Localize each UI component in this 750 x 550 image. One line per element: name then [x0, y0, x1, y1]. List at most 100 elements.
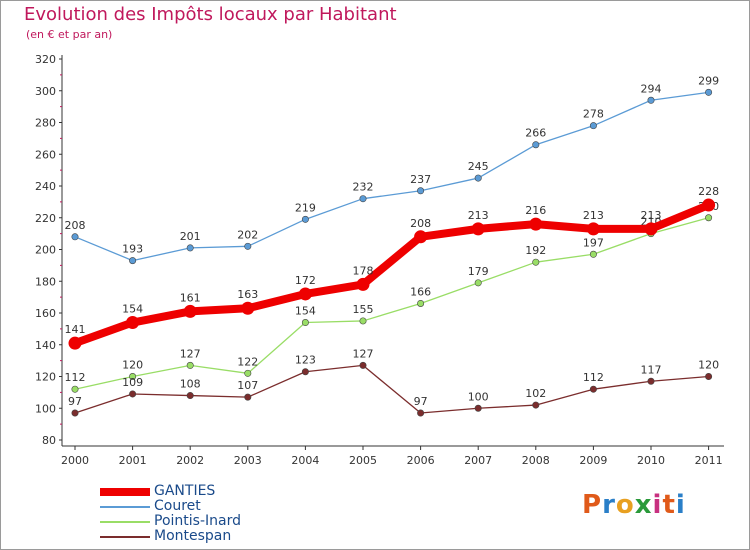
y-tick-label: 300	[35, 85, 56, 98]
data-point-couret	[589, 122, 597, 130]
data-point-montespan	[186, 392, 194, 400]
data-label-ganties: 213	[641, 209, 662, 222]
data-point-montespan	[129, 390, 137, 398]
data-point-couret	[359, 195, 367, 203]
chart-title: Evolution des Impôts locaux par Habitant	[24, 4, 397, 25]
data-point-ganties	[586, 222, 600, 236]
data-label-montespan: 127	[353, 347, 374, 360]
legend-swatch-couret	[100, 506, 150, 508]
data-label-couret: 232	[353, 181, 374, 194]
data-label-couret: 266	[525, 127, 546, 140]
data-label-montespan: 97	[68, 395, 82, 408]
legend-label-ganties: GANTIES	[154, 483, 216, 499]
data-label-pointis-inard: 154	[295, 305, 316, 318]
data-point-montespan	[359, 361, 367, 369]
data-point-couret	[129, 257, 137, 265]
data-point-montespan	[244, 393, 252, 401]
data-label-couret: 219	[295, 201, 316, 214]
data-point-ganties	[414, 230, 428, 244]
series-line-ganties	[71, 201, 713, 348]
legend-item-ganties: GANTIES	[100, 483, 300, 500]
data-label-pointis-inard: 166	[410, 285, 431, 298]
x-tick-label: 2007	[464, 454, 492, 467]
data-label-ganties: 163	[237, 288, 258, 301]
data-point-pointis-inard	[474, 279, 482, 287]
data-point-ganties	[68, 336, 82, 350]
data-label-pointis-inard: 120	[122, 359, 143, 372]
logo-letter: o	[615, 490, 635, 520]
data-label-montespan: 100	[468, 390, 489, 403]
data-label-couret: 299	[698, 74, 719, 87]
y-tick-label: 280	[35, 117, 56, 130]
x-tick-label: 2009	[579, 454, 607, 467]
data-point-couret	[474, 174, 482, 182]
data-point-pointis-inard	[705, 214, 713, 222]
x-tick-label: 2003	[234, 454, 262, 467]
logo-letter: P	[582, 490, 603, 520]
legend-swatch-pointis-inard	[100, 521, 150, 523]
data-label-couret: 237	[410, 173, 431, 186]
data-label-couret: 278	[583, 108, 604, 121]
data-label-ganties: 141	[65, 323, 86, 336]
data-label-couret: 202	[237, 228, 258, 241]
data-point-pointis-inard	[186, 361, 194, 369]
data-label-ganties: 161	[180, 291, 201, 304]
data-point-ganties	[702, 198, 716, 212]
data-point-montespan	[301, 368, 309, 376]
y-tick-label: 220	[35, 212, 56, 225]
y-tick-label: 140	[35, 339, 56, 352]
data-label-montespan: 112	[583, 371, 604, 384]
data-label-montespan: 97	[414, 395, 428, 408]
data-label-ganties: 154	[122, 303, 143, 316]
series-line-montespan	[74, 364, 710, 414]
data-label-couret: 201	[180, 230, 201, 243]
data-label-ganties: 216	[525, 204, 546, 217]
data-label-montespan: 102	[525, 387, 546, 400]
x-tick-label: 2010	[637, 454, 665, 467]
x-tick-label: 2006	[407, 454, 435, 467]
series-line-pointis-inard	[74, 217, 710, 390]
legend-label-couret: Couret	[154, 498, 201, 514]
data-label-montespan: 107	[237, 379, 258, 392]
data-point-couret	[186, 244, 194, 252]
x-tick-label: 2008	[522, 454, 550, 467]
y-tick-label: 100	[35, 402, 56, 415]
data-label-pointis-inard: 197	[583, 236, 604, 249]
data-point-pointis-inard	[244, 369, 252, 377]
data-label-couret: 245	[468, 160, 489, 173]
data-point-ganties	[126, 316, 140, 330]
legend-swatch-ganties	[100, 488, 150, 496]
x-tick-label: 2011	[695, 454, 723, 467]
data-point-montespan	[532, 401, 540, 409]
x-tick-label: 2004	[291, 454, 319, 467]
data-label-montespan: 120	[698, 359, 719, 372]
data-point-ganties	[183, 304, 197, 318]
legend-item-montespan: Montespan	[100, 528, 300, 545]
logo-letter: x	[634, 490, 653, 520]
data-label-pointis-inard: 155	[353, 303, 374, 316]
data-label-montespan: 123	[295, 354, 316, 367]
data-label-pointis-inard: 112	[65, 371, 86, 384]
legend-item-couret: Couret	[100, 498, 300, 515]
data-point-couret	[532, 141, 540, 149]
data-label-montespan: 109	[122, 376, 143, 389]
y-tick-label: 180	[35, 275, 56, 288]
data-point-pointis-inard	[71, 385, 79, 393]
data-point-couret	[71, 233, 79, 241]
data-point-ganties	[529, 217, 543, 231]
data-point-couret	[244, 242, 252, 250]
data-label-ganties: 213	[583, 209, 604, 222]
data-label-couret: 294	[641, 82, 662, 95]
logo-letter: t	[662, 490, 676, 520]
data-point-couret	[705, 88, 713, 96]
data-point-pointis-inard	[589, 250, 597, 258]
data-label-pointis-inard: 192	[525, 244, 546, 257]
y-tick-label: 320	[35, 53, 56, 66]
data-point-ganties	[644, 222, 658, 236]
series-line-couret	[74, 91, 710, 262]
legend-item-pointis-inard: Pointis-Inard	[100, 513, 300, 530]
data-point-pointis-inard	[359, 317, 367, 325]
data-label-pointis-inard: 127	[180, 347, 201, 360]
y-tick-label: 240	[35, 180, 56, 193]
data-point-pointis-inard	[301, 319, 309, 327]
